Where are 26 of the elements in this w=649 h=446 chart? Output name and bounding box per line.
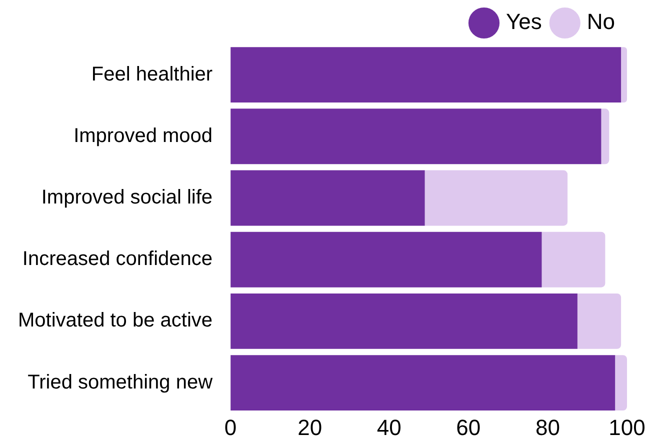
legend-label: Yes bbox=[506, 9, 542, 34]
bar bbox=[424, 170, 568, 226]
bar bbox=[601, 108, 610, 164]
x-tick-label: 20 bbox=[298, 414, 322, 440]
y-tick-label: Feel healthier bbox=[91, 63, 213, 86]
y-tick-label: Motivated to be active bbox=[18, 310, 213, 332]
y-tick-label: Improved social life bbox=[41, 186, 213, 209]
legend-label: No bbox=[586, 9, 615, 34]
bar bbox=[230, 47, 622, 103]
y-tick-label: Improved mood bbox=[74, 124, 213, 147]
y-tick-label: Increased confidence bbox=[22, 248, 213, 270]
bar bbox=[230, 232, 542, 288]
bar bbox=[621, 47, 627, 103]
x-tick-label: 60 bbox=[456, 414, 481, 440]
x-tick-label: 100 bbox=[608, 414, 646, 440]
x-tick-label: 40 bbox=[376, 414, 402, 440]
y-tick-label: Tried something new bbox=[28, 371, 214, 394]
bar bbox=[230, 293, 578, 349]
bar bbox=[615, 355, 627, 411]
bar bbox=[230, 108, 602, 164]
bar bbox=[230, 355, 616, 411]
bar bbox=[577, 293, 622, 349]
bar bbox=[230, 170, 425, 226]
x-tick-label: 0 bbox=[224, 414, 237, 440]
bar bbox=[542, 232, 606, 288]
x-tick-label: 80 bbox=[535, 414, 560, 440]
